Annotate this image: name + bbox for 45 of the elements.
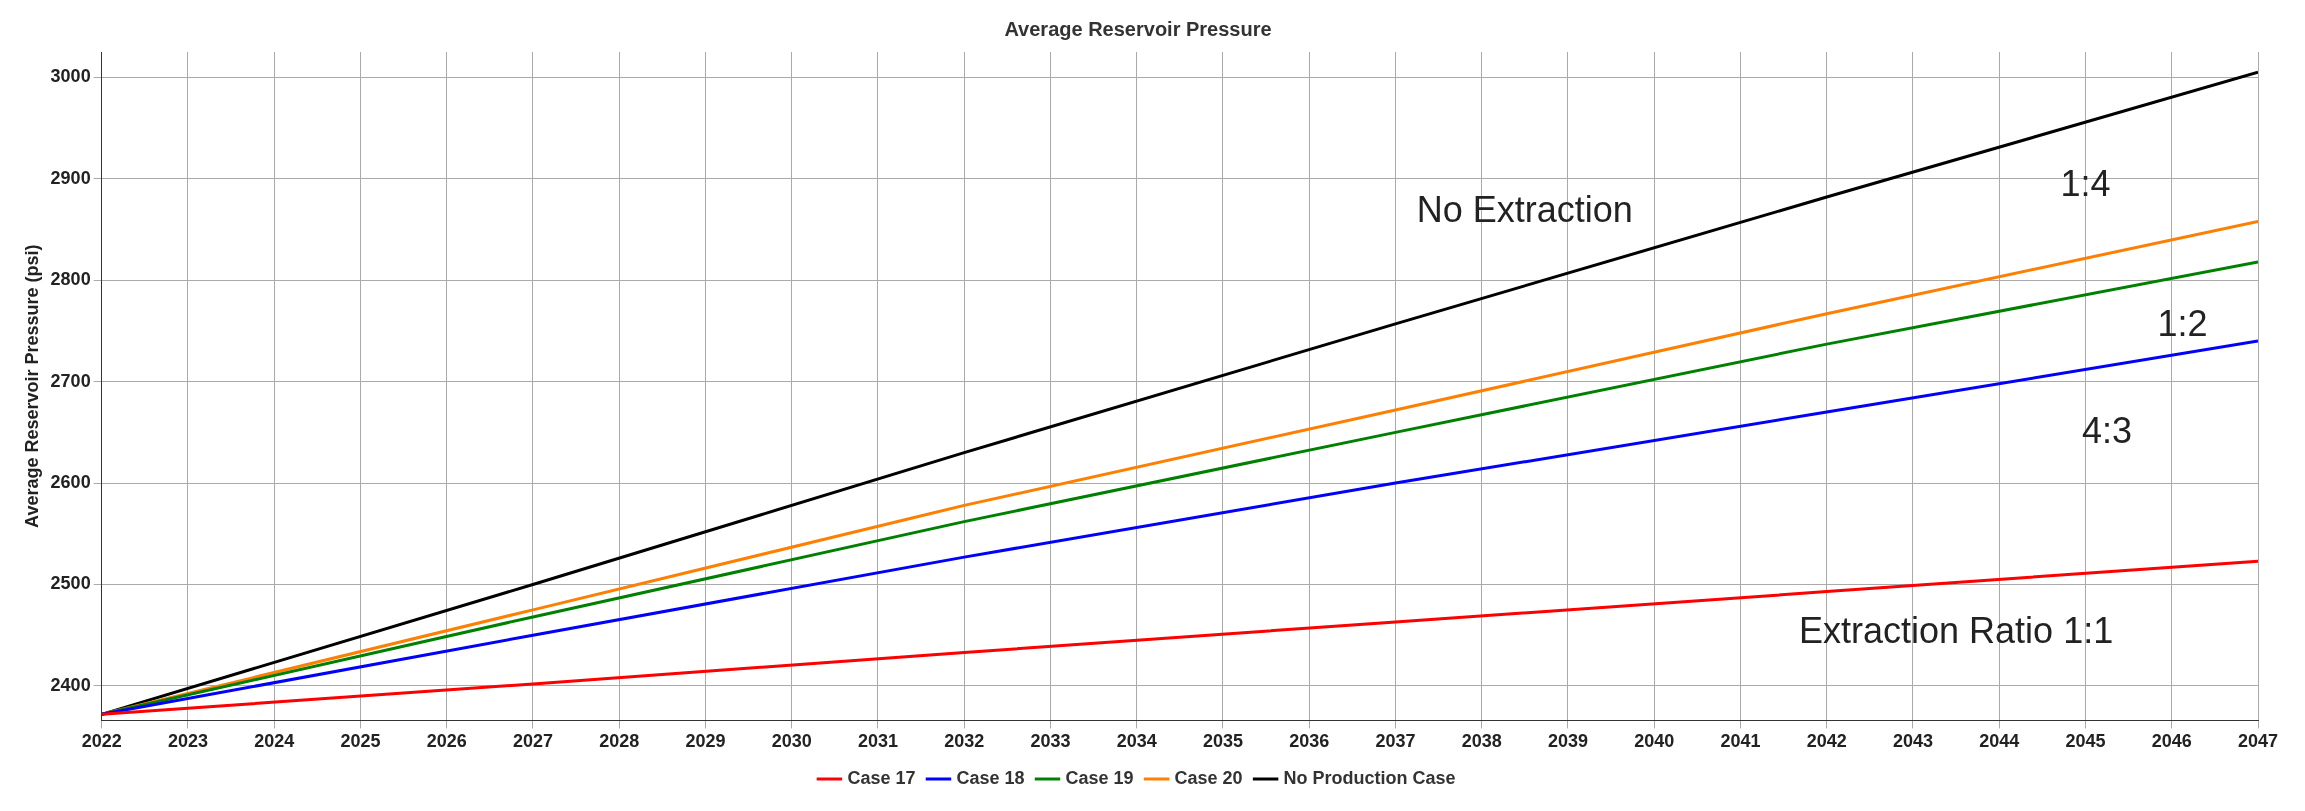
legend-label: No Production Case [1283, 767, 1456, 788]
chart-title: Average Reservoir Pressure [1004, 17, 1272, 40]
y-tick-label: 2900 [50, 167, 91, 188]
x-tick-label: 2043 [1892, 731, 1934, 752]
y-axis-title: Average Reservoir Pressure (psi) [21, 244, 42, 528]
x-tick-label: 2047 [2237, 731, 2279, 752]
x-tick-label: 2033 [1030, 731, 1071, 752]
annotation: No Extraction [1416, 189, 1633, 231]
annotation: 4:3 [2082, 409, 2133, 451]
x-tick-label: 2034 [1116, 731, 1157, 752]
x-tick-label: 2032 [944, 731, 985, 752]
legend-label: Case 17 [847, 767, 916, 788]
x-tick-label: 2038 [1461, 731, 1502, 752]
x-tick-label: 2028 [599, 731, 640, 752]
x-tick-label: 2026 [426, 731, 467, 752]
x-tick-label: 2039 [1547, 731, 1588, 752]
x-tick-label: 2036 [1289, 731, 1330, 752]
legend-label: Case 20 [1174, 767, 1243, 788]
y-tick-label: 2400 [50, 674, 91, 695]
x-tick-label: 2023 [167, 731, 208, 752]
x-tick-label: 2040 [1634, 731, 1675, 752]
x-tick-label: 2046 [2151, 731, 2192, 752]
x-tick-label: 2031 [857, 731, 898, 752]
x-tick-label: 2025 [340, 731, 381, 752]
annotation: 1:2 [2157, 302, 2208, 344]
x-tick-label: 2027 [512, 731, 553, 752]
annotation: Extraction Ratio 1:1 [1799, 610, 2114, 652]
x-tick-label: 2037 [1375, 731, 1416, 752]
x-tick-label: 2044 [1979, 731, 2020, 752]
y-tick-label: 2800 [50, 269, 91, 290]
x-tick-label: 2029 [685, 731, 726, 752]
legend-label: Case 18 [956, 767, 1025, 788]
x-tick-label: 2024 [254, 731, 295, 752]
x-tick-label: 2030 [771, 731, 812, 752]
legend-label: Case 19 [1065, 767, 1134, 788]
annotation: 1:4 [2060, 162, 2111, 204]
y-tick-label: 3000 [50, 66, 91, 87]
y-tick-label: 2700 [50, 370, 91, 391]
y-tick-label: 2500 [50, 573, 91, 594]
x-tick-label: 2042 [1806, 731, 1847, 752]
y-tick-label: 2600 [50, 472, 91, 493]
x-tick-label: 2045 [2065, 731, 2106, 752]
x-tick-label: 2035 [1202, 731, 1243, 752]
x-tick-label: 2022 [81, 731, 122, 752]
x-tick-label: 2041 [1720, 731, 1761, 752]
